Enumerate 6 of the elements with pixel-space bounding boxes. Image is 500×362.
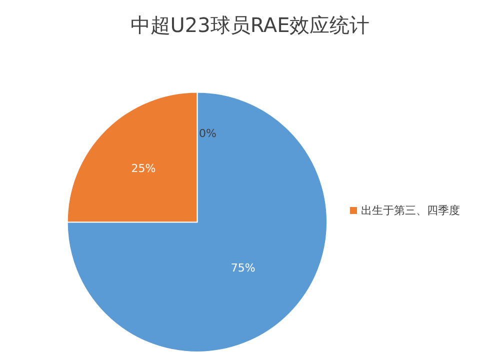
data-label: 25%	[131, 162, 156, 175]
text: 0%	[199, 127, 216, 140]
data-label: 75%	[230, 262, 256, 275]
legend-label: 出生于第三、四季度	[361, 204, 460, 217]
pie-slice	[66, 92, 328, 352]
chart-title: 中超U23球员RAE效应统计	[130, 13, 370, 38]
